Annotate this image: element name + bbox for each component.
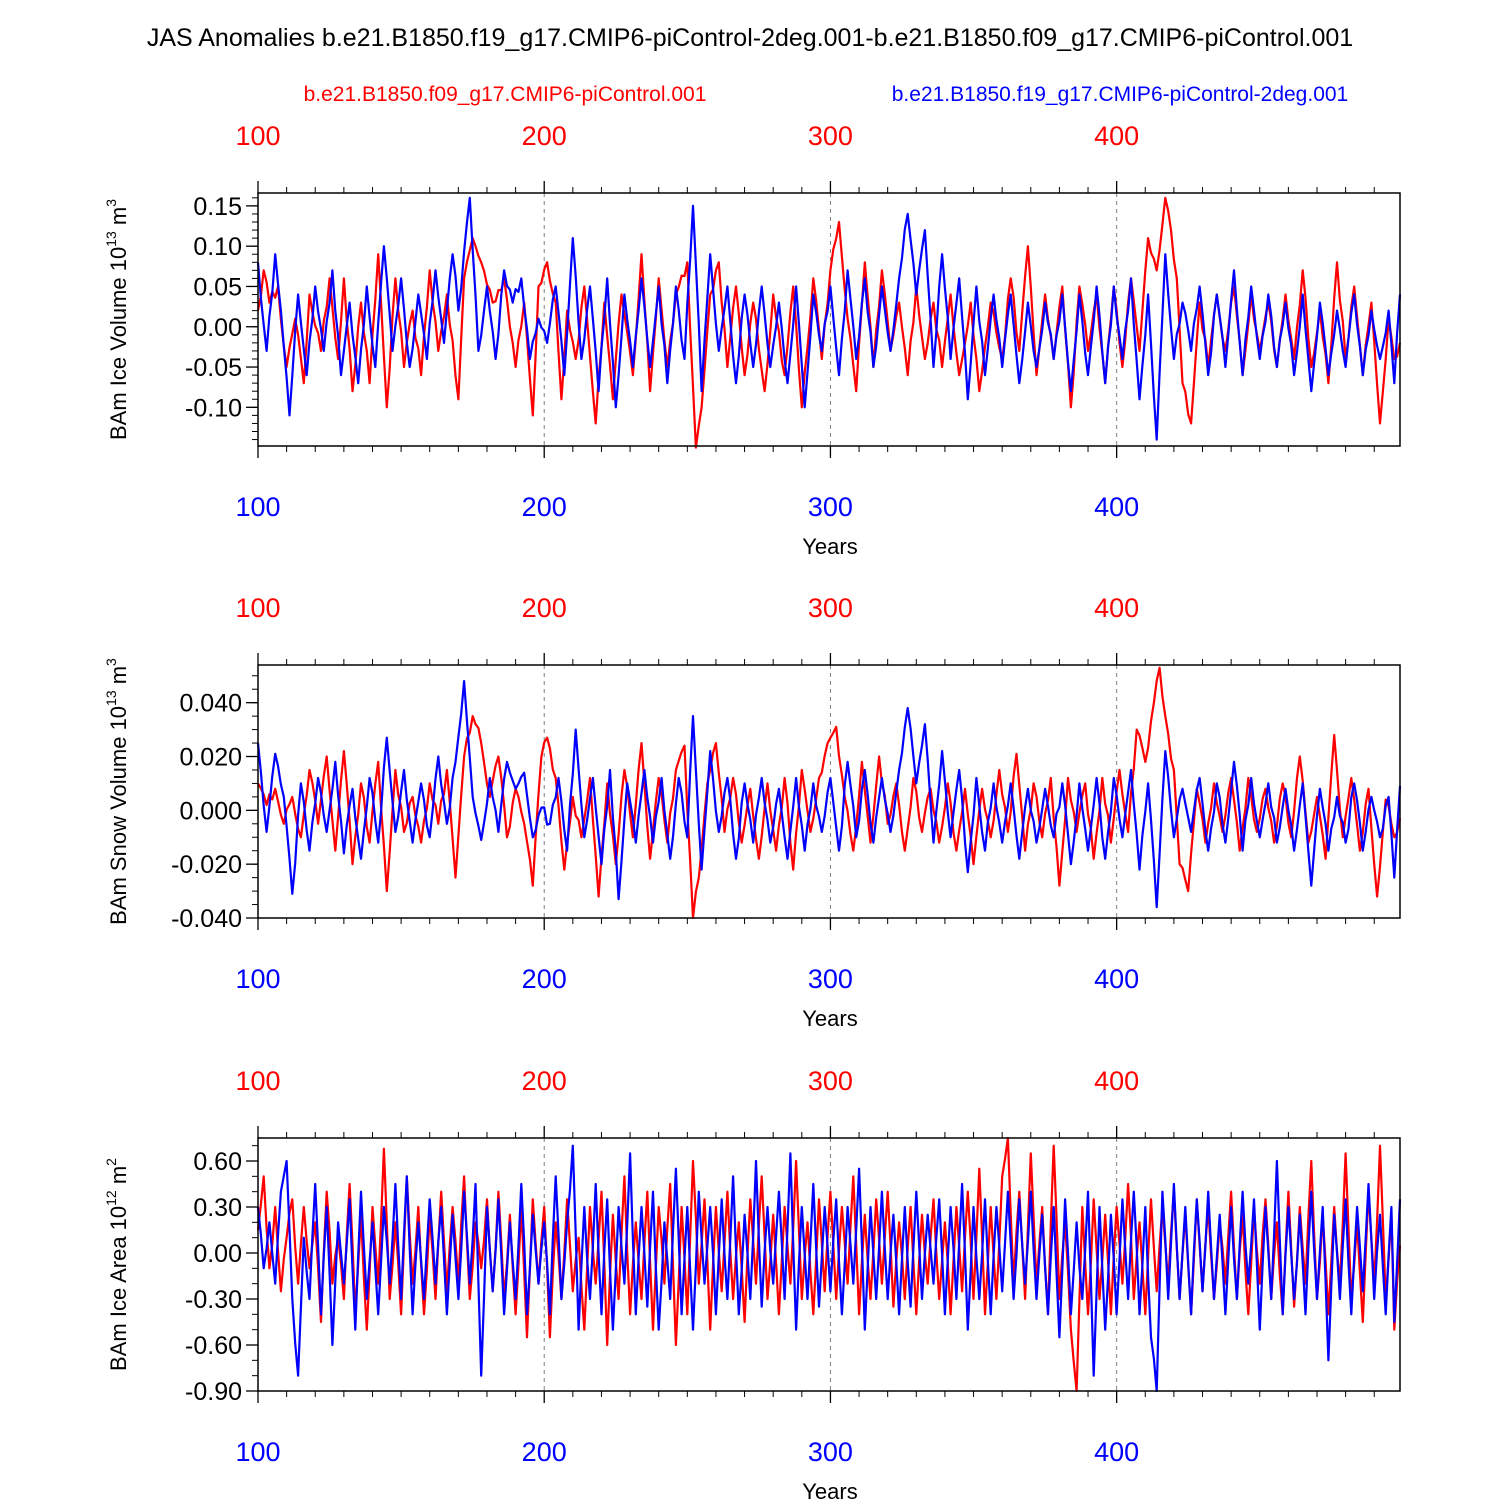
y-tick-label: 0.30 [193, 1194, 242, 1222]
series-line-red [256, 196, 1402, 449]
legend-blue-label: b.e21.B1850.f19_g17.CMIP6-piControl-2deg… [892, 83, 1348, 106]
x-tick-label-top: 100 [235, 121, 280, 151]
y-tick-label: -0.020 [171, 851, 242, 879]
plot-frame [257, 192, 1401, 447]
x-tick-label-top: 400 [1094, 593, 1139, 623]
series-line-blue [256, 196, 1402, 441]
x-tick-label-bottom: 200 [522, 492, 567, 522]
x-tick-label-bottom: 400 [1094, 492, 1139, 522]
y-tick-label: -0.90 [185, 1378, 242, 1406]
x-tick-label-bottom: 400 [1094, 1437, 1139, 1467]
x-tick-label-top: 300 [808, 121, 853, 151]
y-tick-label: -0.040 [171, 905, 242, 933]
x-axis-title: Years [802, 1479, 857, 1500]
y-tick-label: -0.30 [185, 1286, 242, 1314]
x-tick-label-bottom: 100 [235, 492, 280, 522]
series-line-red [257, 666, 1402, 920]
legend-red-label: b.e21.B1850.f09_g17.CMIP6-piControl.001 [304, 83, 707, 106]
y-tick-label: 0.040 [179, 690, 242, 718]
y-tick-label: 0.15 [193, 193, 242, 221]
y-axis-title: BAm Ice Volume 1013 m3 [103, 199, 131, 440]
y-tick-label: 0.05 [193, 273, 242, 301]
y-tick-label: 0.020 [179, 744, 242, 772]
x-axis-title: Years [802, 534, 857, 559]
y-axis-title: BAm Snow Volume 1013 m3 [103, 658, 131, 925]
figure-title: JAS Anomalies b.e21.B1850.f19_g17.CMIP6-… [147, 24, 1353, 52]
x-tick-label-top: 100 [235, 593, 280, 623]
x-tick-label-bottom: 100 [235, 964, 280, 994]
x-tick-label-bottom: 200 [522, 964, 567, 994]
x-tick-label-top: 300 [808, 1066, 853, 1096]
x-tick-label-top: 400 [1094, 121, 1139, 151]
panels: -0.10 -0.05 0.00 0.05 0.10 0.15 100 100 200 200 30… [103, 121, 1402, 1500]
x-tick-label-bottom: 400 [1094, 964, 1139, 994]
plot-frame [257, 664, 1401, 919]
plot-frame [257, 1137, 1401, 1392]
series-line-blue [256, 1144, 1402, 1393]
x-tick-label-bottom: 100 [235, 1437, 280, 1467]
chart-panel-3: -0.90 -0.60 -0.30 0.00 0.30 0.60 100 100 200 200 3… [103, 1066, 1402, 1500]
y-tick-label: 0.10 [193, 233, 242, 261]
x-tick-label-top: 200 [522, 593, 567, 623]
x-tick-label-top: 400 [1094, 1066, 1139, 1096]
y-axis-title: BAm Ice Area 1012 m2 [103, 1158, 131, 1371]
x-tick-label-bottom: 300 [808, 492, 853, 522]
chart-panel-2: -0.040 -0.020 0.000 0.020 0.040 100 100 200 200 3… [103, 593, 1402, 1031]
x-tick-label-bottom: 200 [522, 1437, 567, 1467]
y-tick-label: 0.60 [193, 1148, 242, 1176]
x-tick-label-bottom: 300 [808, 1437, 853, 1467]
y-tick-label: -0.10 [185, 394, 242, 422]
x-tick-label-top: 300 [808, 593, 853, 623]
y-tick-label: 0.00 [193, 314, 242, 342]
x-tick-label-top: 200 [522, 121, 567, 151]
y-tick-label: -0.05 [185, 354, 242, 382]
y-tick-label: -0.60 [185, 1332, 242, 1360]
x-axis-title: Years [802, 1006, 857, 1031]
series-line-blue [256, 680, 1402, 909]
y-tick-label: 0.00 [193, 1240, 242, 1268]
y-tick-label: 0.000 [179, 797, 242, 825]
x-tick-label-top: 200 [522, 1066, 567, 1096]
x-tick-label-bottom: 300 [808, 964, 853, 994]
chart-panel-1: -0.10 -0.05 0.00 0.05 0.10 0.15 100 100 200 200 30… [103, 121, 1402, 559]
x-tick-label-top: 100 [235, 1066, 280, 1096]
